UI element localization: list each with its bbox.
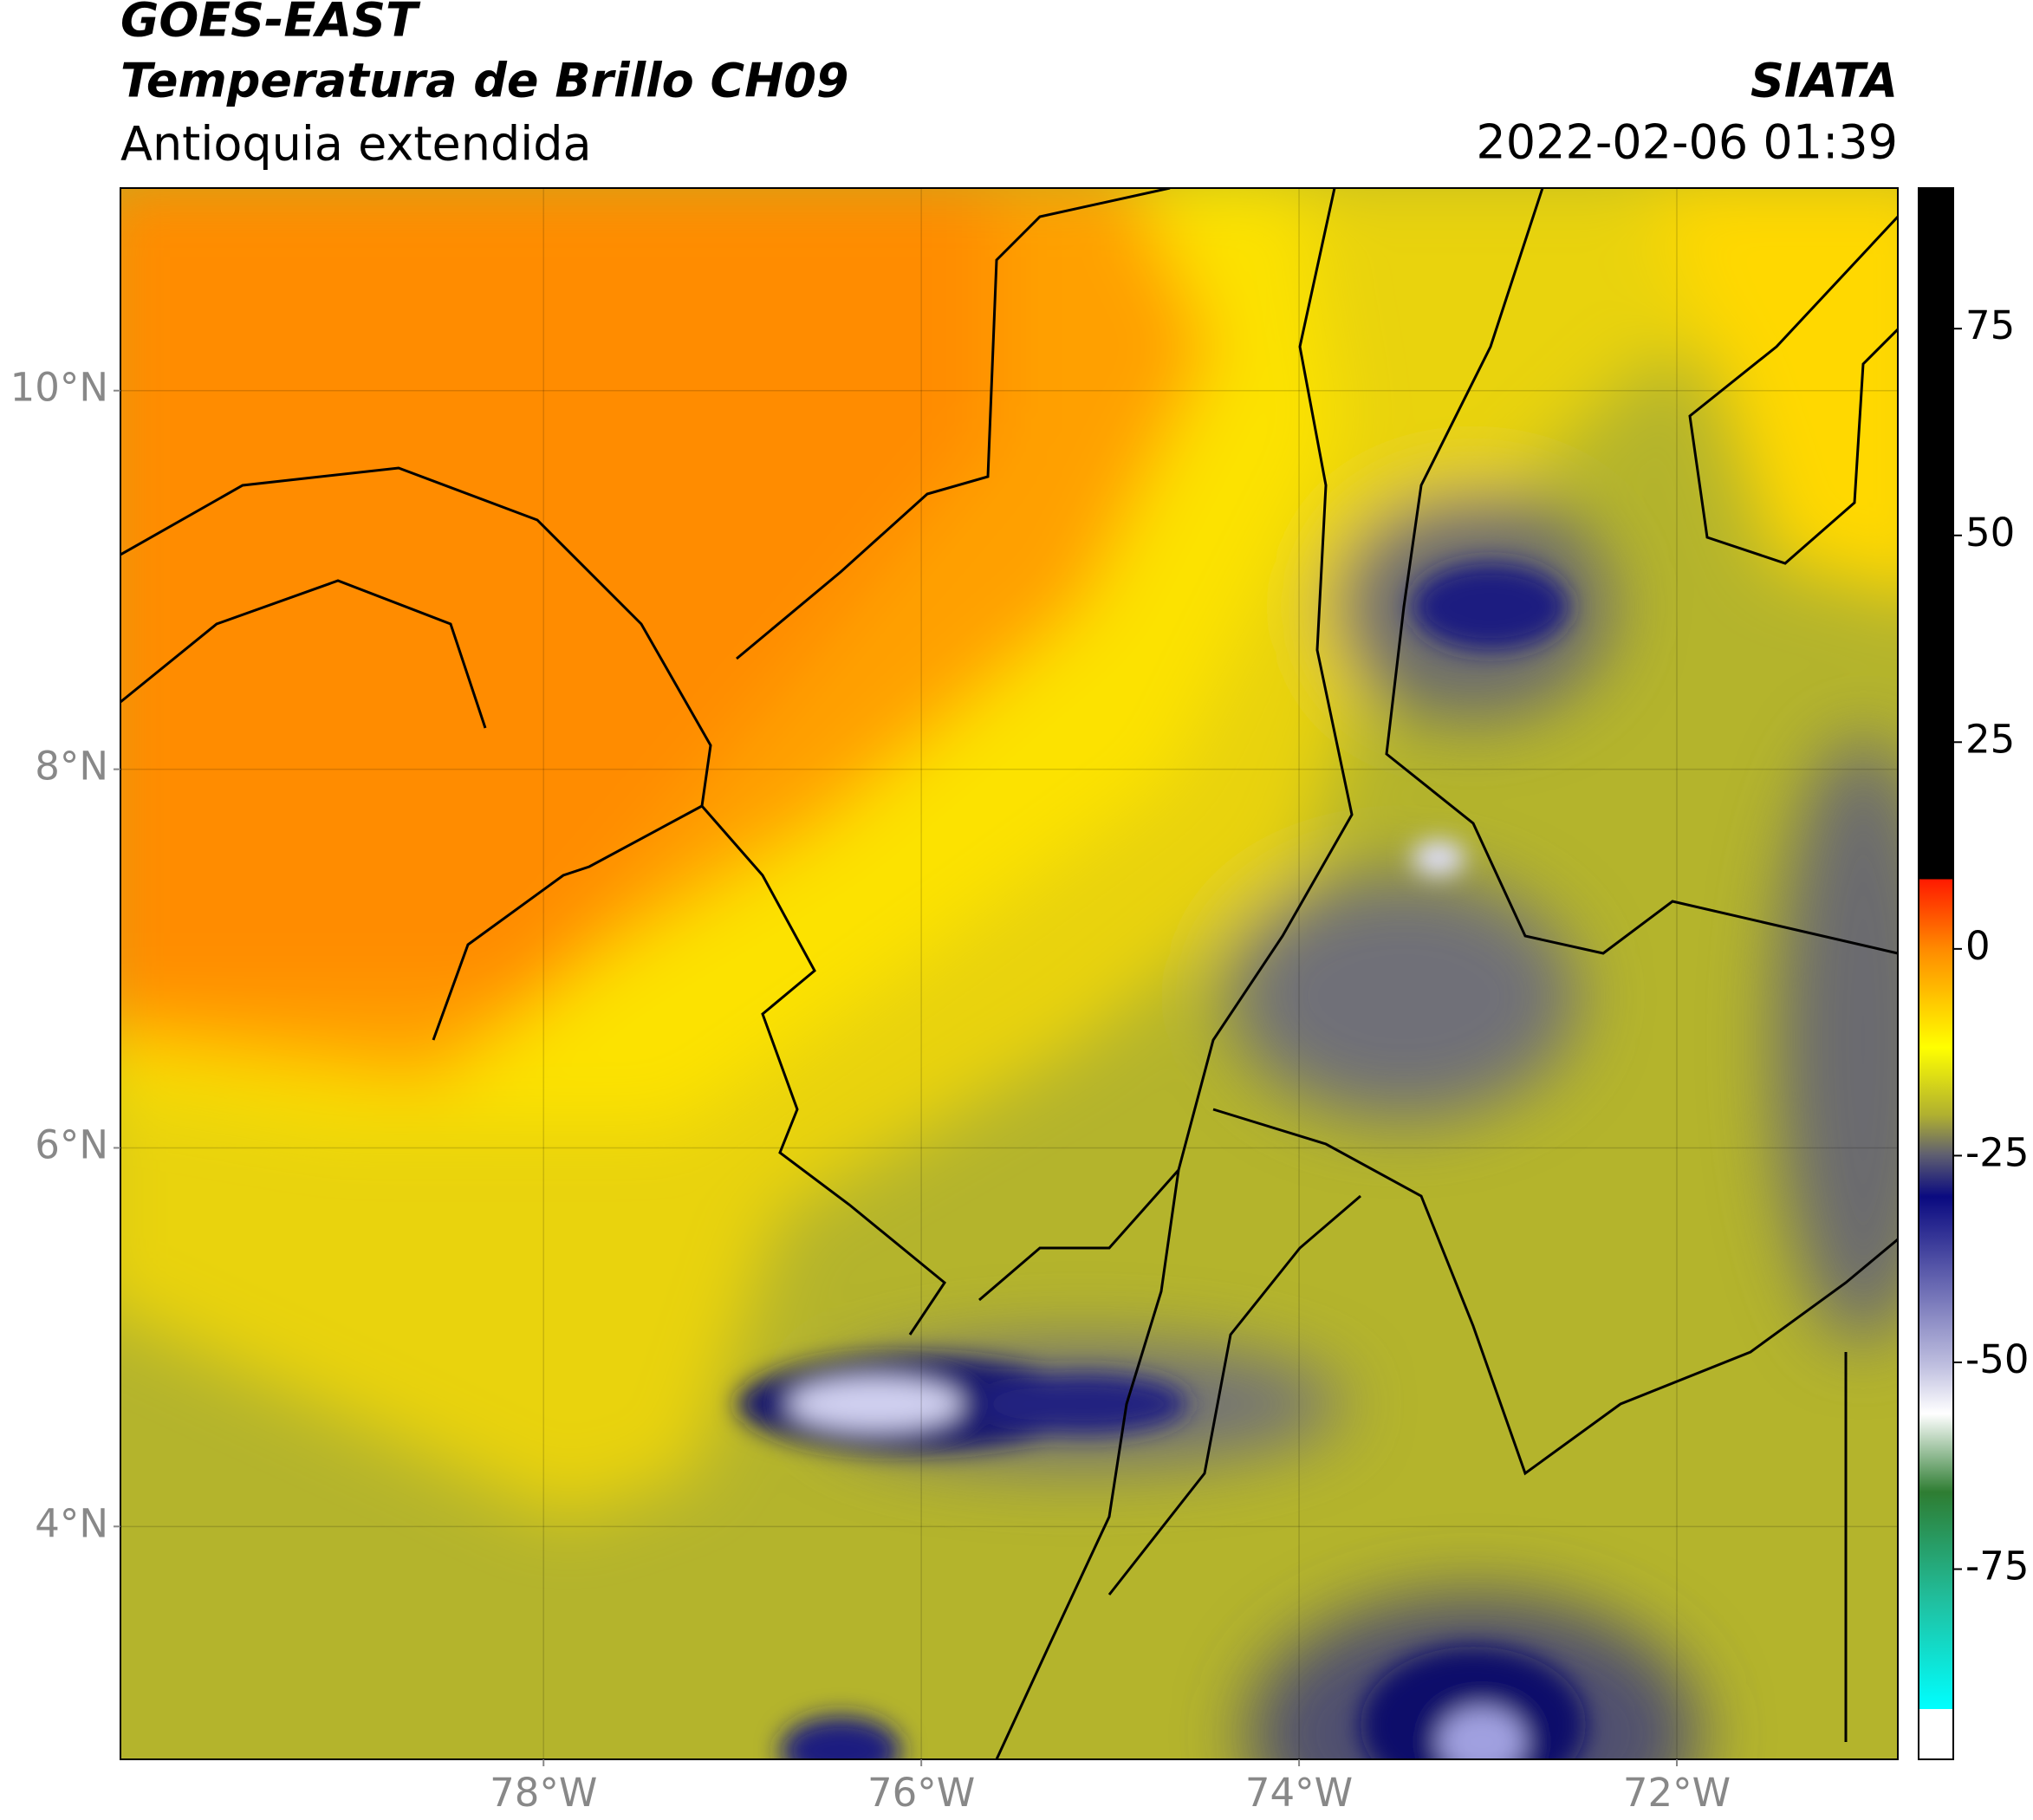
grid — [120, 188, 1898, 1759]
y-tick-label: 4°N — [35, 1500, 108, 1546]
colorbar-tick-label: 25 — [1965, 716, 2015, 762]
colorbar-tick-label: -25 — [1965, 1129, 2030, 1175]
agency: SIATA — [1750, 54, 1898, 108]
datetime: 2022-02-06 01:39 — [1476, 115, 1898, 170]
y-tick-label: 8°N — [35, 744, 108, 790]
subtitle: Temperatura de Brillo CH09 — [120, 54, 849, 108]
map-frame — [120, 187, 1899, 1760]
x-tick-label: 74°W — [1245, 1770, 1353, 1816]
region: Antioquia extendida — [120, 117, 592, 172]
title: GOES-EAST — [120, 0, 421, 48]
map-image — [120, 188, 1898, 1759]
colorbar — [1918, 187, 1954, 1760]
colorbar-tick-label: 0 — [1965, 923, 1991, 969]
x-tick-label: 72°W — [1623, 1770, 1731, 1816]
x-tick-label: 76°W — [867, 1770, 975, 1816]
y-tick-label: 10°N — [10, 365, 108, 411]
colorbar-tick-label: 75 — [1965, 302, 2015, 348]
y-tick-label: 6°N — [35, 1121, 108, 1167]
colorbar-tick-label: -50 — [1965, 1336, 2030, 1382]
colorbar-tick-label: -75 — [1965, 1544, 2030, 1589]
colorbar-tick-label: 50 — [1965, 510, 2015, 556]
x-tick-label: 78°W — [490, 1770, 597, 1816]
